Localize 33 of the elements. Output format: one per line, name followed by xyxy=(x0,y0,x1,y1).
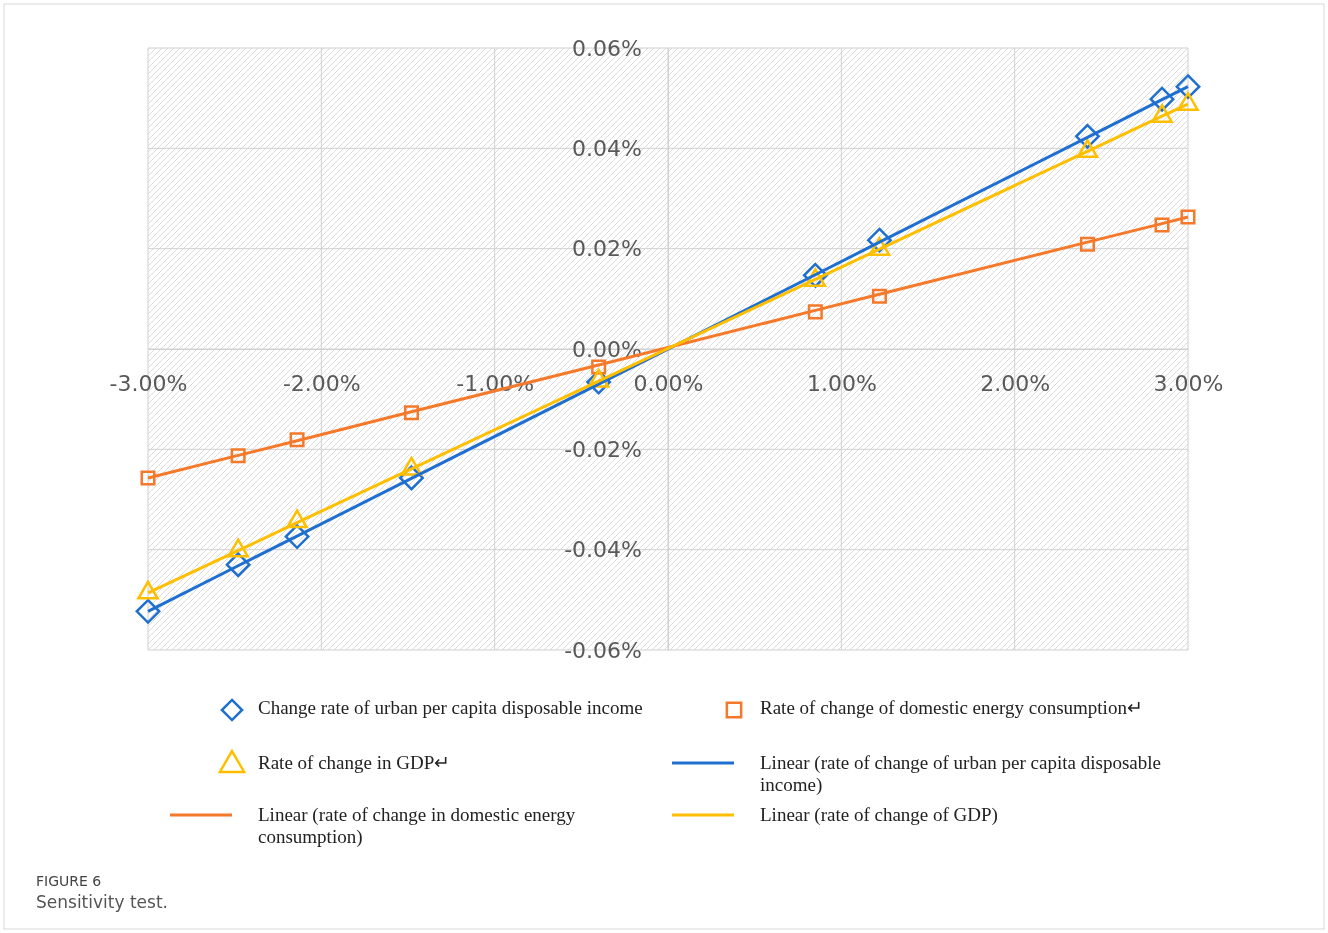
x-tick-label: 2.00% xyxy=(980,370,1051,396)
y-tick-label: -0.06% xyxy=(564,637,642,663)
point xyxy=(1079,236,1095,252)
x-tick-label: -2.00% xyxy=(282,370,361,396)
point xyxy=(871,288,887,304)
caption: FIGURE 6 xyxy=(36,873,102,889)
point xyxy=(140,470,156,486)
x-tick-label: -3.00% xyxy=(109,370,188,396)
legend-label: Rate of change in GDP↵ xyxy=(258,752,451,773)
y-tick-label: 0.06% xyxy=(572,35,642,61)
point xyxy=(230,448,246,464)
legend-label: Linear (rate of change of GDP) xyxy=(760,804,998,826)
point xyxy=(135,598,161,624)
point xyxy=(1175,74,1201,100)
y-tick-label: 0.04% xyxy=(572,135,642,161)
point xyxy=(1149,86,1175,112)
legend-label: Linear (rate of change of urban per capita disposable income) xyxy=(760,752,1161,796)
point xyxy=(289,432,305,448)
y-tick-label: -0.04% xyxy=(564,537,642,563)
x-tick-label: 1.00% xyxy=(806,370,877,396)
legend-label: Rate of change of domestic energy consumption↵ xyxy=(760,697,1143,718)
legend-label: Linear (rate of change in domestic energy consumption) xyxy=(258,804,576,848)
point xyxy=(403,405,419,421)
x-tick-label: 3.00% xyxy=(1153,370,1224,396)
point xyxy=(1180,209,1196,225)
y-tick-label: 0.00% xyxy=(572,336,642,362)
point xyxy=(807,304,823,320)
y-tick-label: -0.02% xyxy=(564,436,642,462)
y-tick-label: 0.02% xyxy=(572,236,642,262)
legend-label: Change rate of urban per capita disposable income xyxy=(258,697,643,718)
point xyxy=(1154,217,1170,233)
x-tick-label: 0.00% xyxy=(633,370,704,396)
text: Sensitivity test. xyxy=(36,892,168,912)
